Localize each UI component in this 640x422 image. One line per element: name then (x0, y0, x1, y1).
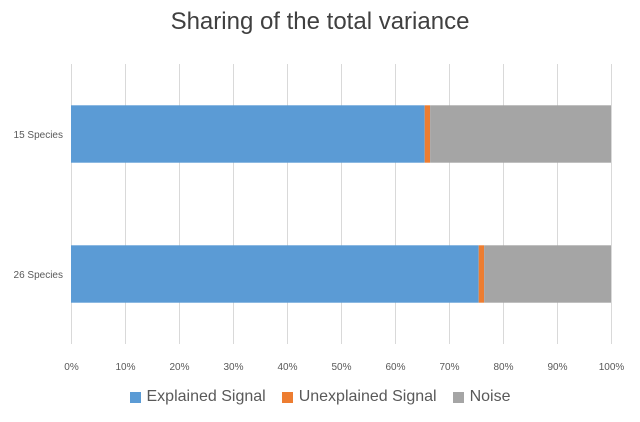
x-tick-label: 70% (439, 362, 459, 373)
bar-segment-unexplained-signal (478, 245, 485, 303)
axis-labels: 0% 10% 20% 30% 40% 50% 60% 70% 80% 90% 100% 15 Spec… (14, 130, 625, 373)
bar-segment-explained-signal (71, 245, 479, 303)
chart-title: Sharing of the total variance (170, 8, 470, 35)
bar-segment-noise (484, 245, 611, 303)
chart-legend: Explained Signal Unexplained Signal Noise (0, 388, 640, 406)
x-tick-label: 50% (331, 362, 351, 373)
x-tick-label: 0% (64, 362, 79, 373)
legend-label: Noise (469, 388, 511, 405)
x-tick-label: 100% (599, 362, 625, 373)
bars (71, 105, 611, 303)
x-tick-label: 40% (277, 362, 297, 373)
category-label: 15 Species (14, 130, 63, 141)
legend-swatch (129, 391, 141, 403)
legend-swatch (452, 391, 464, 403)
bar-segment-explained-signal (71, 105, 425, 163)
x-tick-label: 10% (115, 362, 135, 373)
legend-item: Unexplained Signal (281, 388, 437, 406)
x-tick-label: 80% (493, 362, 513, 373)
legend-label: Explained Signal (146, 388, 266, 405)
x-tick-label: 90% (547, 362, 567, 373)
bar-segment-noise (430, 105, 611, 163)
legend-item: Noise (452, 388, 511, 406)
legend-item: Explained Signal (129, 388, 266, 406)
x-tick-label: 60% (385, 362, 405, 373)
category-label: 26 Species (14, 270, 63, 281)
legend-swatch (281, 391, 293, 403)
legend-label: Unexplained Signal (298, 388, 437, 405)
x-tick-label: 30% (223, 362, 243, 373)
x-tick-label: 20% (169, 362, 189, 373)
bar-segment-unexplained-signal (424, 105, 431, 163)
